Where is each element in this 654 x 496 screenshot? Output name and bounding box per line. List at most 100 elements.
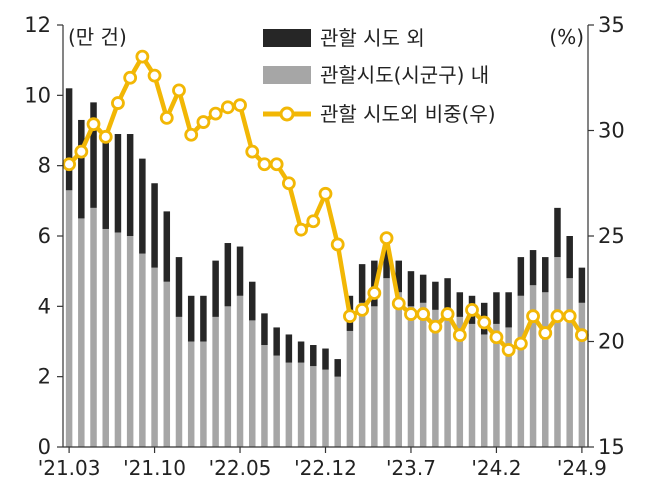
share-point bbox=[526, 309, 540, 324]
share-point bbox=[269, 157, 284, 172]
share-point bbox=[306, 214, 321, 229]
bar-outside bbox=[578, 267, 586, 303]
bar-inside bbox=[285, 362, 293, 447]
share-point bbox=[281, 176, 296, 191]
bar-inside bbox=[407, 306, 415, 447]
share-point bbox=[404, 307, 418, 321]
left-tick-label: 4 bbox=[38, 294, 51, 318]
bar-inside bbox=[566, 278, 573, 447]
share-point bbox=[159, 110, 174, 125]
bar-outside bbox=[310, 345, 317, 367]
share-point bbox=[477, 315, 492, 330]
bar-inside bbox=[529, 285, 537, 447]
bar-outside bbox=[285, 334, 293, 363]
right-tick-label: 35 bbox=[598, 13, 625, 37]
right-axis-unit: (%) bbox=[549, 25, 584, 49]
bar-inside bbox=[102, 228, 109, 447]
bar-inside bbox=[493, 323, 500, 447]
share-point bbox=[330, 237, 345, 252]
bar-outside bbox=[151, 183, 158, 268]
bar-outside bbox=[261, 313, 268, 346]
bar-outside bbox=[554, 207, 561, 258]
x-tick-label: '24.2 bbox=[471, 456, 521, 480]
bar-inside bbox=[139, 253, 146, 447]
share-point bbox=[233, 98, 247, 113]
bar-inside bbox=[334, 376, 341, 447]
legend: 관할 시도 외 관할시도(시군구) 내 관할 시도외 비중(우) bbox=[263, 26, 496, 126]
bar-inside bbox=[163, 281, 171, 447]
share-point bbox=[111, 96, 125, 110]
bar-inside bbox=[273, 355, 280, 447]
bar-group bbox=[65, 88, 586, 448]
share-point bbox=[98, 129, 113, 144]
share-point bbox=[440, 307, 455, 321]
bar-outside bbox=[139, 158, 146, 254]
share-point bbox=[428, 319, 443, 334]
x-tick-label: '24.9 bbox=[557, 456, 607, 480]
bar-inside bbox=[78, 218, 85, 447]
bar-outside bbox=[248, 281, 256, 321]
share-point bbox=[465, 302, 479, 317]
bar-outside bbox=[395, 260, 403, 293]
bar-inside bbox=[542, 292, 549, 447]
bar-outside bbox=[419, 274, 427, 303]
share-point bbox=[513, 336, 528, 351]
share-point bbox=[343, 309, 357, 324]
bar-outside bbox=[493, 292, 500, 324]
bar-inside bbox=[297, 362, 305, 447]
bar-inside bbox=[236, 295, 244, 447]
share-point bbox=[318, 186, 333, 201]
share-point bbox=[391, 296, 406, 311]
right-tick-label: 25 bbox=[598, 224, 625, 248]
left-tick-label: 10 bbox=[24, 83, 51, 107]
bar-inside bbox=[175, 316, 183, 447]
bar-inside bbox=[114, 232, 122, 447]
bar-inside bbox=[480, 334, 488, 447]
share-point bbox=[220, 100, 235, 115]
bar-inside bbox=[456, 316, 464, 447]
bar-outside bbox=[102, 130, 109, 229]
bar-outside bbox=[444, 278, 451, 310]
left-tick-label: 0 bbox=[38, 435, 51, 459]
bar-inside bbox=[419, 302, 427, 447]
line-series bbox=[62, 49, 589, 357]
share-point bbox=[257, 157, 272, 172]
legend-swatch-inside bbox=[263, 66, 311, 84]
right-tick-label: 30 bbox=[598, 119, 625, 143]
share-point bbox=[452, 328, 467, 343]
bar-outside bbox=[505, 292, 512, 328]
bar-inside bbox=[261, 345, 268, 447]
bar-inside bbox=[224, 306, 232, 447]
bar-inside bbox=[90, 207, 97, 447]
left-tick-label: 12 bbox=[24, 13, 51, 37]
share-point bbox=[367, 286, 382, 300]
bar-outside bbox=[334, 359, 341, 377]
bar-inside bbox=[444, 309, 451, 447]
legend-label-inside: 관할시도(시군구) 내 bbox=[320, 63, 489, 87]
x-tick-label: '22.12 bbox=[294, 456, 357, 480]
share-point bbox=[294, 222, 308, 237]
share-point bbox=[172, 83, 186, 98]
bar-inside bbox=[65, 190, 73, 448]
bar-outside bbox=[212, 260, 219, 317]
share-point bbox=[355, 302, 370, 317]
left-tick-label: 8 bbox=[38, 154, 51, 178]
bar-outside bbox=[456, 292, 464, 317]
x-tick-label: '21.03 bbox=[38, 456, 101, 480]
bar-outside bbox=[383, 236, 390, 279]
bar-inside bbox=[383, 278, 390, 447]
bar-inside bbox=[578, 302, 586, 447]
share-point bbox=[86, 117, 101, 132]
bar-inside bbox=[554, 257, 561, 447]
share-point bbox=[379, 231, 394, 246]
left-tick-label: 2 bbox=[38, 365, 51, 389]
share-point bbox=[501, 343, 516, 357]
bar-inside bbox=[505, 327, 512, 447]
bar-inside bbox=[126, 236, 134, 447]
x-tick-label: '23.7 bbox=[386, 456, 436, 480]
bar-outside bbox=[78, 119, 85, 219]
bar-outside bbox=[224, 243, 232, 307]
left-tick-label: 6 bbox=[38, 224, 51, 248]
bar-inside bbox=[200, 341, 207, 447]
bar-outside bbox=[542, 257, 549, 293]
